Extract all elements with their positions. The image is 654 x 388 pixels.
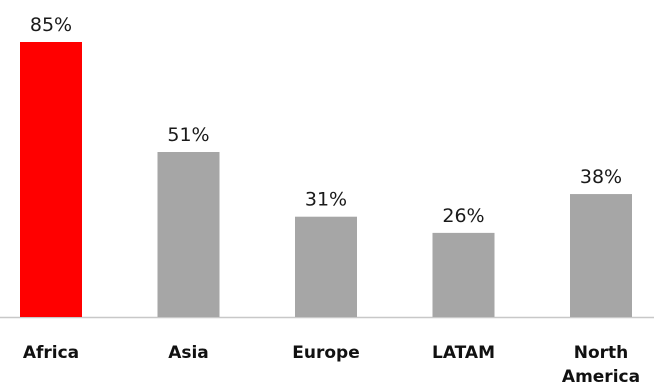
bar-latam [432,232,495,317]
value-labels-group: 85% 51% 31% 26% 38% [30,14,622,227]
category-label-africa: Africa [23,343,79,363]
category-label-latam: LATAM [432,343,495,363]
bar-europe [295,216,357,317]
bar-asia [157,152,220,317]
bar-north-america [570,194,632,317]
value-label-africa: 85% [30,14,72,36]
bar-africa [20,42,82,317]
category-label-north-america-line-2: America [562,367,640,387]
category-label-europe: Europe [292,343,359,363]
category-labels-group: Africa Asia Europe LATAM North America [23,343,640,387]
value-label-latam: 26% [442,205,484,227]
category-label-asia: Asia [168,343,209,363]
value-label-europe: 31% [305,189,347,211]
bars-group [20,42,632,317]
category-label-north-america-line-1: North [574,343,629,363]
value-label-north-america: 38% [580,166,622,188]
value-label-asia: 51% [167,124,209,146]
